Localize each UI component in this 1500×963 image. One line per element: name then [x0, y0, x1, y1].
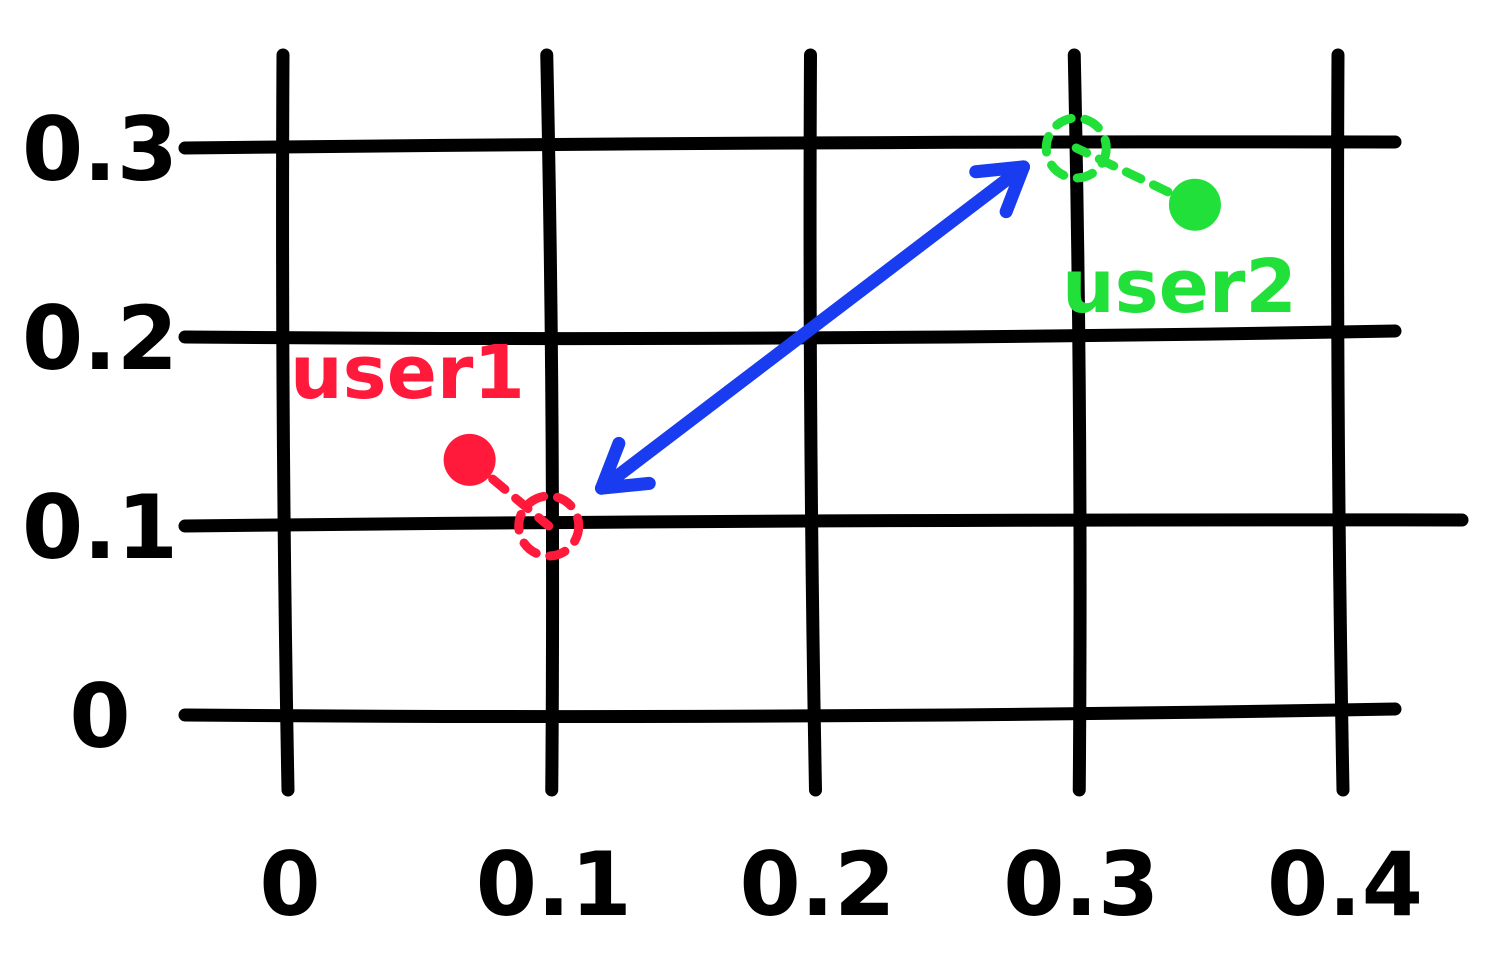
- vertical-grid-line: [803, 48, 822, 797]
- vertical-grid-line: [276, 48, 295, 797]
- arrowhead-end: [969, 160, 1030, 219]
- snapped-point-circle: [1041, 113, 1111, 183]
- user-group: user1: [290, 330, 584, 561]
- x-tick-label: 0: [259, 833, 320, 936]
- x-tick-label: 0.3: [1003, 833, 1159, 936]
- annotations: [595, 160, 1030, 495]
- x-tick-label: 0.1: [476, 833, 632, 936]
- vertical-grid-line: [1067, 48, 1087, 797]
- user-label: user2: [1062, 244, 1297, 330]
- vertical-grid-line: [540, 48, 560, 797]
- horizontal-grid-line: [178, 135, 1402, 155]
- arrowhead-start: [595, 436, 656, 495]
- y-axis-ticks: 0 0.1 0.2 0.3: [22, 98, 178, 768]
- user-point: [1168, 178, 1221, 231]
- x-tick-label: 0.4: [1267, 833, 1423, 936]
- x-axis-ticks: 0 0.1 0.2 0.3 0.4: [259, 833, 1423, 936]
- y-tick-label: 0: [69, 665, 130, 768]
- y-tick-label: 0.3: [22, 98, 178, 201]
- distance-arrow-line: [595, 160, 1030, 495]
- y-tick-label: 0.1: [22, 476, 178, 579]
- horizontal-grid-line: [178, 702, 1402, 724]
- vertical-grid-line: [1331, 48, 1350, 797]
- user-points: user1 user2: [290, 113, 1297, 561]
- user-point: [443, 433, 496, 486]
- snap-connector: [1071, 143, 1200, 210]
- user-group: user2: [1041, 113, 1297, 330]
- y-tick-label: 0.2: [22, 287, 178, 390]
- user-label: user1: [290, 330, 525, 416]
- grid-lines: [178, 48, 1469, 797]
- x-tick-label: 0.2: [740, 833, 896, 936]
- horizontal-grid-line: [178, 513, 1469, 533]
- snapped-point-circle: [514, 491, 584, 561]
